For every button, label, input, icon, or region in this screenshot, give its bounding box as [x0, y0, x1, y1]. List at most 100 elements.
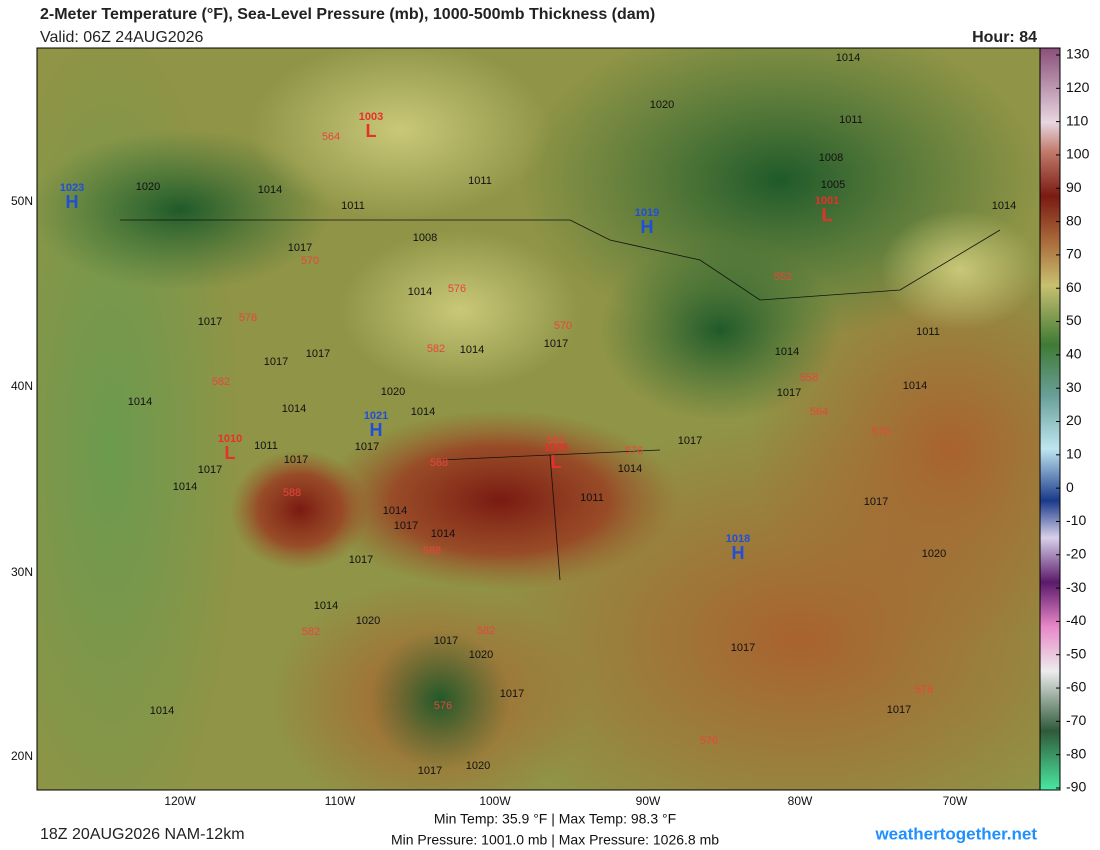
pressure-center-letter: L	[822, 205, 833, 225]
isobar-label: 1017	[678, 435, 702, 447]
colorbar-label: 10	[1066, 446, 1082, 462]
isobar-label: 1017	[306, 348, 330, 360]
isobar-label: 1017	[731, 642, 755, 654]
colorbar-label: 90	[1066, 179, 1082, 195]
site-name: weathertogether.net	[874, 824, 1037, 843]
pressure-center-value: 1001	[815, 195, 839, 207]
isobar-label: 1014	[775, 346, 799, 358]
colorbar-label: -40	[1066, 612, 1086, 628]
pressure-center-value: 1023	[60, 182, 84, 194]
thickness-label: 582	[427, 343, 445, 355]
thickness-label: 576	[625, 445, 643, 457]
isobar-label: 1014	[411, 406, 435, 418]
pressure-center-letter: H	[370, 420, 383, 440]
pressure-center-letter: L	[225, 443, 236, 463]
thickness-label: 570	[872, 426, 890, 438]
colorbar-label: 120	[1066, 79, 1090, 95]
isobar-label: 1017	[418, 765, 442, 777]
isobar-label: 1008	[819, 152, 843, 164]
colorbar-label: 130	[1066, 46, 1090, 62]
isobar-label: 1020	[922, 548, 946, 560]
thickness-label: 588	[423, 545, 441, 557]
colorbar-label: -10	[1066, 512, 1086, 528]
isobar-label: 1014	[314, 600, 338, 612]
colorbar-label: 80	[1066, 212, 1082, 228]
isobar-label: 1020	[136, 181, 160, 193]
colorbar-label: 0	[1066, 479, 1074, 495]
colorbar-label: -90	[1066, 779, 1086, 795]
isobar-label: 1020	[469, 649, 493, 661]
pressure-center-letter: H	[641, 217, 654, 237]
lon-label: 70W	[943, 794, 968, 808]
colorbar-label: 100	[1066, 146, 1090, 162]
isobar-label: 1014	[258, 184, 282, 196]
thickness-label: 570	[301, 255, 319, 267]
isobar-label: 1020	[356, 615, 380, 627]
isobar-label: 1011	[916, 326, 940, 338]
pressure-range: Min Pressure: 1001.0 mb | Max Pressure: …	[391, 832, 719, 848]
lon-label: 80W	[788, 794, 813, 808]
thickness-label: 576	[239, 312, 257, 324]
colorbar	[1039, 47, 1061, 791]
isobar-label: 1014	[128, 396, 152, 408]
pressure-center-letter: L	[551, 452, 562, 472]
isobar-label: 1014	[282, 403, 306, 415]
thickness-label: 576	[700, 735, 718, 747]
colorbar-label: -70	[1066, 712, 1086, 728]
pressure-center-value: 1019	[635, 207, 659, 219]
lon-label: 120W	[164, 794, 196, 808]
isobar-label: 1014	[150, 705, 174, 717]
isobar-label: 1017	[264, 356, 288, 368]
isobar-label: 1014	[836, 52, 860, 64]
isobar-label: 1011	[468, 175, 492, 187]
lat-label: 50N	[11, 194, 33, 208]
thickness-label: 582	[302, 626, 320, 638]
isobar-label: 1014	[992, 200, 1016, 212]
colorbar-label: -80	[1066, 745, 1086, 761]
isobar-label: 1011	[341, 200, 365, 212]
lon-label: 110W	[325, 794, 356, 808]
colorbar-label: -60	[1066, 679, 1086, 695]
isobar-label: 1017	[288, 242, 312, 254]
temp-range: Min Temp: 35.9 °F | Max Temp: 98.3 °F	[434, 811, 676, 827]
isobar-label: 1014	[618, 463, 642, 475]
isobar-label: 1014	[408, 286, 432, 298]
isobar-label: 1017	[284, 454, 308, 466]
thickness-label: 576	[915, 684, 933, 696]
isobar-label: 1008	[413, 232, 437, 244]
lon-label: 90W	[636, 794, 661, 808]
thickness-label: 564	[810, 406, 828, 418]
isobar-label: 1017	[887, 704, 911, 716]
thickness-label: 570	[554, 320, 572, 332]
thickness-label: 564	[322, 131, 340, 143]
isobar-label: 1011	[580, 492, 604, 504]
isobar-label: 1011	[839, 114, 863, 126]
lat-label: 40N	[11, 379, 33, 393]
isobar-label: 1017	[777, 387, 801, 399]
thickness-label: 588	[430, 457, 448, 469]
thickness-label: 582	[547, 434, 565, 446]
colorbar-label: -50	[1066, 645, 1086, 661]
isobar-label: 1020	[466, 760, 490, 772]
pressure-center-letter: H	[66, 192, 79, 212]
model-run: 18Z 20AUG2026 NAM-12km	[40, 826, 245, 843]
isobar-label: 1014	[460, 344, 484, 356]
isobar-label: 1014	[903, 380, 927, 392]
thickness-label: 576	[434, 700, 452, 712]
thickness-label: 588	[283, 487, 301, 499]
colorbar-label: 20	[1066, 412, 1082, 428]
colorbar-label: -30	[1066, 579, 1086, 595]
isobar-label: 1017	[394, 520, 418, 532]
colorbar-label: 50	[1066, 312, 1082, 328]
pressure-center-value: 1003	[359, 111, 383, 123]
forecast-hour: Hour: 84	[972, 29, 1037, 46]
isobar-label: 1020	[381, 386, 405, 398]
valid-time: Valid: 06Z 24AUG2026	[40, 29, 203, 46]
pressure-center-value: 1018	[726, 533, 750, 545]
pressure-center-letter: L	[366, 121, 377, 141]
colorbar-label: -20	[1066, 545, 1086, 561]
isobar-label: 1020	[650, 99, 674, 111]
pressure-center-value: 1010	[218, 433, 242, 445]
title: 2-Meter Temperature (°F), Sea-Level Pres…	[40, 6, 655, 23]
